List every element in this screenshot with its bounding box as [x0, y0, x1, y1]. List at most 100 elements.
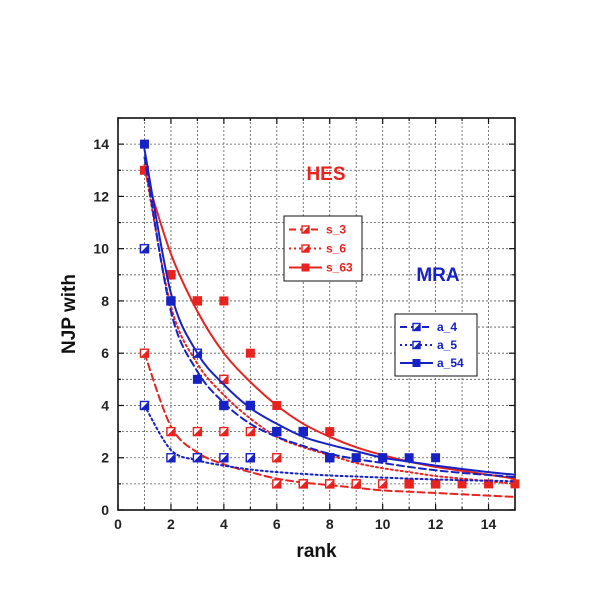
plot-frame: [117, 117, 516, 511]
marker-body: [245, 400, 255, 410]
data-point: [245, 348, 255, 358]
legend-marker: [301, 263, 310, 272]
fit-curve: [143, 148, 516, 476]
legend-hes: s_3 s_6 s_63: [283, 215, 363, 282]
data-point: [219, 453, 229, 463]
data-point: [139, 139, 149, 149]
data-point: [166, 426, 176, 437]
marker-fill: [140, 244, 149, 253]
data-point: [272, 427, 282, 437]
marker-body: [192, 296, 202, 306]
legend-marker: [412, 322, 421, 332]
marker-body: [404, 479, 414, 489]
marker-body: [192, 374, 202, 384]
data-point: [272, 479, 282, 489]
x-tick-label: 8: [326, 516, 334, 532]
data-point: [139, 243, 150, 254]
axis-ticks: [117, 117, 516, 511]
series-a-5: [139, 400, 516, 483]
plot-area: [139, 139, 520, 498]
marker-body: [139, 139, 149, 149]
x-tick-labels: 0 2 4 6 8 10 12 14: [114, 516, 496, 532]
data-point: [325, 479, 335, 489]
legend-label: s_6: [326, 242, 346, 256]
y-axis-title: NJP with: [59, 274, 80, 354]
legend-entry: a_4: [400, 320, 457, 334]
legend-marker: [301, 225, 310, 234]
data-point: [219, 426, 229, 437]
legend-marker: [412, 359, 421, 367]
data-point: [351, 479, 361, 489]
legend-marker: [301, 244, 310, 253]
fit-curve: [143, 404, 516, 483]
marker-fill: [272, 453, 281, 462]
marker-fill: [193, 427, 202, 436]
legend-frame: [394, 313, 478, 377]
marker-fill: [166, 427, 175, 436]
legend-label: s_3: [326, 223, 346, 237]
legend-entry: a_54: [400, 356, 464, 370]
x-tick-label: 2: [167, 516, 175, 532]
data-point: [272, 400, 282, 410]
marker-body: [298, 427, 308, 437]
annotation-mra: MRA: [416, 265, 460, 286]
marker-body: [245, 348, 255, 358]
marker-fill: [352, 479, 361, 488]
data-point: [325, 427, 335, 437]
marker-fill: [140, 401, 149, 410]
legend-marker: [412, 340, 421, 350]
data-point: [404, 479, 414, 489]
marker-body: [272, 400, 282, 410]
data-point: [245, 426, 256, 437]
data-point: [272, 453, 282, 463]
legend-entry: s_3: [289, 223, 346, 237]
data-point: [192, 296, 202, 306]
x-tick-label: 4: [220, 516, 228, 532]
marker-fill: [413, 323, 420, 331]
legend-entry: s_6: [289, 242, 346, 256]
marker-body: [166, 296, 176, 306]
y-tick-label: 2: [101, 450, 109, 466]
legend-label: a_54: [437, 356, 464, 370]
fit-curve: [143, 156, 516, 479]
data-point: [298, 479, 308, 489]
legend-entry: s_63: [289, 261, 353, 275]
y-tick-label: 0: [101, 502, 109, 518]
data-point: [219, 400, 229, 410]
y-tick-label: 8: [101, 293, 109, 309]
marker-fill: [219, 453, 228, 462]
data-point: [378, 453, 388, 463]
x-tick-label: 12: [428, 516, 444, 532]
marker-fill: [302, 245, 309, 252]
marker-body: [272, 427, 282, 437]
data-point: [510, 479, 520, 489]
x-tick-label: 6: [273, 516, 281, 532]
marker-fill: [246, 427, 255, 436]
y-tick-label: 4: [101, 397, 109, 413]
marker-body: [431, 453, 441, 463]
data-point: [431, 479, 441, 489]
data-point: [192, 374, 202, 384]
annotation-hes: HES: [306, 164, 345, 185]
data-point: [166, 296, 176, 306]
marker-body: [412, 359, 421, 367]
marker-body: [351, 453, 361, 463]
marker-body: [301, 263, 310, 272]
data-point: [245, 400, 255, 410]
x-tick-label: 14: [481, 516, 497, 532]
legend-frame: [283, 215, 363, 282]
marker-fill: [272, 479, 281, 488]
legend-mra: a_4 a_5 a_54: [394, 313, 478, 377]
y-tick-labels: 0 2 4 6 8 10 12 14: [93, 136, 109, 518]
data-point: [139, 348, 150, 358]
x-tick-label: 10: [375, 516, 391, 532]
marker-body: [510, 479, 520, 489]
marker-body: [404, 453, 414, 463]
marker-fill: [140, 349, 149, 358]
legend-label: a_4: [437, 320, 457, 334]
data-point: [245, 453, 256, 463]
data-point: [139, 400, 150, 411]
marker-fill: [246, 453, 255, 462]
data-point: [325, 453, 335, 463]
